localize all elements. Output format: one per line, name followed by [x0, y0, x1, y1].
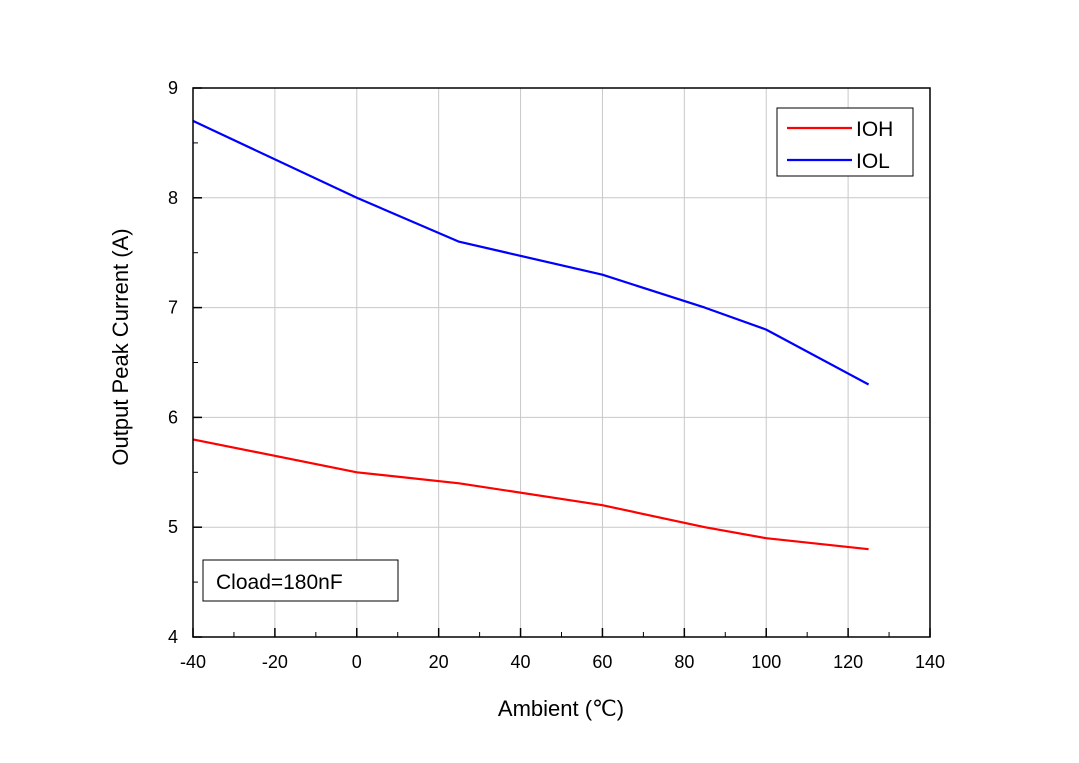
x-axis-title: Ambient (℃) — [498, 696, 624, 721]
x-tick-label: 120 — [833, 652, 863, 672]
y-tick-label: 8 — [168, 188, 178, 208]
annotation-box: Cload=180nF — [202, 559, 399, 602]
x-tick-label: 140 — [915, 652, 945, 672]
x-tick-label: 20 — [429, 652, 449, 672]
x-tick-label: 40 — [511, 652, 531, 672]
y-tick-label: 7 — [168, 298, 178, 318]
legend: IOH IOL — [776, 107, 914, 177]
y-tick-label: 9 — [168, 78, 178, 98]
x-tick-label: 80 — [674, 652, 694, 672]
x-tick-label: 0 — [352, 652, 362, 672]
x-tick-label: -20 — [262, 652, 288, 672]
series-lines — [192, 119, 870, 551]
tick-labels: -40 -20 0 20 40 60 80 100 120 140 4 5 6 7 8 9 — [168, 78, 945, 672]
y-tick-label: 4 — [168, 627, 178, 647]
x-tick-label: 100 — [751, 652, 781, 672]
plot-frame — [192, 87, 931, 638]
grid — [193, 88, 930, 637]
y-tick-label: 5 — [168, 517, 178, 537]
legend-label-ioh: IOH — [856, 118, 893, 141]
legend-label-iol: IOL — [856, 150, 890, 173]
x-tick-label: 60 — [592, 652, 612, 672]
x-tick-label: -40 — [180, 652, 206, 672]
annotation-text: Cload=180nF — [216, 571, 343, 594]
y-axis-title: Output Peak Current (A) — [108, 228, 133, 465]
series-line-iol — [192, 119, 870, 386]
series-line-ioh — [192, 438, 869, 551]
y-tick-label: 6 — [168, 407, 178, 427]
